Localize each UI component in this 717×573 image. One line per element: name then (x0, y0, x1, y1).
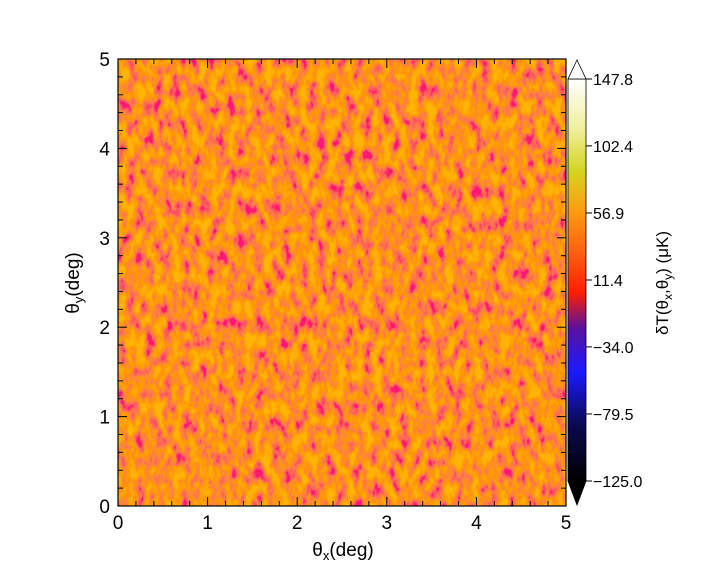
colorbar-top-extend (567, 59, 587, 80)
plot-frame (117, 58, 567, 507)
colorbar-tick-label: −79.5 (593, 407, 634, 424)
colorbar-tick-label: 147.8 (593, 72, 633, 89)
y-tick-label: 2 (99, 318, 110, 339)
y-axis-label: θy(deg) (63, 252, 86, 313)
x-tick-label: 2 (292, 513, 303, 534)
x-tick-label: 3 (382, 513, 393, 534)
x-tick-label: 1 (202, 513, 213, 534)
colorbar-tick-label: 56.9 (593, 206, 624, 223)
colorbar-tick-label: 102.4 (593, 139, 633, 156)
y-tick-label: 0 (99, 497, 110, 518)
x-axis-label: θx(deg) (312, 540, 373, 563)
colorbar-label: δT(θx,θy) (μK) (653, 231, 675, 335)
colorbar-gradient (567, 78, 587, 482)
y-tick-label: 4 (99, 139, 110, 160)
y-tick-label: 3 (99, 229, 110, 250)
x-tick-label: 0 (113, 513, 124, 534)
x-tick-label: 5 (561, 513, 572, 534)
colorbar: −125.0 −79.5 −34.0 11.4 56.9 102.4 147.8 δT(θx… (567, 59, 675, 507)
heatmap-map (118, 59, 566, 506)
y-tick-label: 5 (99, 50, 110, 71)
colorbar-bottom-extend (567, 480, 587, 507)
y-axis-ticks: 0 1 2 3 4 5 (99, 50, 566, 518)
colorbar-ticks: −125.0 −79.5 −34.0 11.4 56.9 102.4 147.8 (586, 72, 642, 491)
heatmap-texture (118, 59, 566, 506)
colorbar-tick-label: −34.0 (593, 340, 634, 357)
colorbar-tick-label: 11.4 (593, 273, 623, 290)
colorbar-tick-label: −125.0 (593, 474, 642, 491)
y-tick-label: 1 (99, 408, 110, 429)
x-axis-ticks: 0 1 2 3 4 5 (113, 59, 572, 534)
x-tick-label: 4 (471, 513, 482, 534)
